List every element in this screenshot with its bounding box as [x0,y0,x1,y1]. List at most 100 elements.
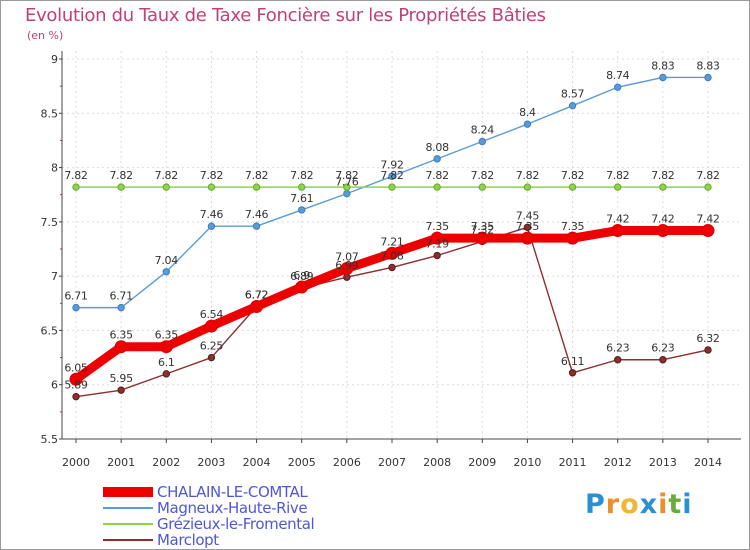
data-label-layer: 6.71 6.71 7.04 7.46 7.46 7.61 7.76 7.92 8.08 8.24… [64,59,720,391]
y-tick-label: 8.5 [41,107,59,120]
data-label-magneux-haute-rive: 8.24 [471,124,495,137]
data-label-chalain-le-comtal: 7.42 [606,213,629,226]
y-tick-label: 7 [51,270,58,283]
data-point-magneux-haute-rive [117,303,125,312]
data-point-marclopt [523,223,532,231]
data-point-grezieux-le-fromental [117,183,125,191]
data-label-magneux-haute-rive: 8.83 [696,59,720,72]
data-label-chalain-le-comtal: 6.05 [64,361,88,374]
legend-item-marclopt: Marclopt [103,532,314,548]
legend-swatch-marclopt [103,539,153,541]
y-tick-label: 9 [51,53,58,66]
x-tick-label: 2007 [378,456,406,469]
y-tick-label: 6 [51,379,58,392]
data-point-chalain-le-comtal [340,262,354,276]
data-point-magneux-haute-rive [298,206,306,214]
data-label-grezieux-le-fromental: 7.82 [200,169,223,182]
data-point-marclopt [207,353,216,362]
data-point-magneux-haute-rive [343,189,351,198]
data-label-chalain-le-comtal: 6.35 [109,329,133,342]
data-point-grezieux-le-fromental [568,183,577,191]
data-label-chalain-le-comtal: 7.42 [651,213,674,226]
data-label-chalain-le-comtal: 7.35 [471,220,495,233]
logo-letter: x [639,489,659,520]
data-point-chalain-le-comtal [159,340,173,354]
legend-item-magneux-haute-rive: Magneux-Haute-Rive [103,500,314,516]
data-label-magneux-haute-rive: 7.04 [155,254,179,267]
legend-label-chalain-le-comtal: CHALAIN-LE-COMTAL [157,483,308,501]
data-point-grezieux-le-fromental [614,183,622,191]
data-point-chalain-le-comtal [701,224,715,238]
x-tick-label: 2012 [604,456,632,469]
legend-item-chalain-le-comtal: CHALAIN-LE-COMTAL [103,484,314,500]
data-label-marclopt: 6.23 [606,342,630,355]
y-tick-label: 7.5 [41,216,59,229]
data-point-chalain-le-comtal [475,231,489,245]
data-label-grezieux-le-fromental: 7.82 [606,169,629,182]
legend-label-marclopt: Marclopt [157,531,219,549]
data-point-grezieux-le-fromental [343,183,351,191]
data-point-grezieux-le-fromental [659,183,667,191]
data-point-magneux-haute-rive [252,222,261,230]
data-label-chalain-le-comtal: 6.72 [245,289,268,302]
data-label-marclopt: 7.08 [380,249,404,262]
data-point-chalain-le-comtal [656,224,670,238]
data-label-marclopt: 7.32 [471,223,494,236]
x-tick-label: 2014 [694,456,722,469]
data-point-marclopt [162,370,170,378]
data-label-magneux-haute-rive: 8.83 [651,59,675,72]
data-point-magneux-haute-rive [207,222,216,230]
x-tick-label: 2002 [152,456,180,469]
data-label-chalain-le-comtal: 6.9 [293,269,310,282]
logo-letter: o [620,489,640,520]
data-label-marclopt: 7.19 [425,238,449,251]
data-label-chalain-le-comtal: 7.07 [335,251,359,264]
legend-swatch-chalain-le-comtal [103,487,153,497]
data-label-grezieux-le-fromental: 7.82 [380,169,403,182]
legend-item-grezieux-le-fromental: Grézieux-le-Fromental [103,516,315,532]
data-point-grezieux-le-fromental [523,183,532,191]
data-label-chalain-le-comtal: 7.21 [380,235,403,248]
data-label-chalain-le-comtal: 7.35 [425,220,449,233]
data-point-chalain-le-comtal [385,246,399,260]
x-tick-label: 2000 [62,456,90,469]
data-point-chalain-le-comtal [69,372,83,386]
data-point-magneux-haute-rive [388,172,396,180]
y-tick-label: 5.5 [41,433,59,446]
data-point-chalain-le-comtal [611,224,625,238]
data-point-marclopt [614,356,622,364]
legend-swatch-grezieux-le-fromental [103,523,153,525]
data-label-magneux-haute-rive: 6.71 [64,290,87,303]
data-label-magneux-haute-rive: 7.92 [380,158,403,171]
data-point-chalain-le-comtal [430,231,444,245]
data-point-chalain-le-comtal [250,300,264,314]
logo-letter: t [668,489,683,520]
data-label-grezieux-le-fromental: 7.82 [561,169,584,182]
chart-unit-label: (en %) [27,29,64,42]
data-label-chalain-le-comtal: 7.42 [696,213,719,226]
data-point-grezieux-le-fromental [478,183,486,191]
data-label-chalain-le-comtal: 7.35 [561,220,585,233]
x-tick-label: 2008 [423,456,451,469]
data-label-grezieux-le-fromental: 7.82 [290,169,313,182]
logo-letter: r [605,489,621,520]
logo-letter: i [682,489,693,520]
data-label-magneux-haute-rive: 8.74 [606,69,630,82]
axis-layer: 5.5 6 6.5 7 7.5 8 8.5 9 2000 2001 2002 2003 2004 2005… [41,51,741,469]
logo-letter: i [658,489,669,520]
data-label-grezieux-le-fromental: 7.82 [516,169,539,182]
data-point-magneux-haute-rive [614,83,622,91]
data-point-marclopt [433,251,441,260]
data-label-grezieux-le-fromental: 7.82 [696,169,719,182]
data-point-magneux-haute-rive [659,73,667,82]
x-tick-label: 2011 [559,456,587,469]
data-point-chalain-le-comtal [204,319,218,333]
data-label-marclopt: 6.99 [335,259,359,272]
x-tick-label: 2003 [197,456,225,469]
data-label-magneux-haute-rive: 7.61 [290,192,313,205]
data-label-grezieux-le-fromental: 7.82 [425,169,448,182]
data-label-marclopt: 6.11 [561,355,584,368]
data-label-grezieux-le-fromental: 7.82 [471,169,494,182]
